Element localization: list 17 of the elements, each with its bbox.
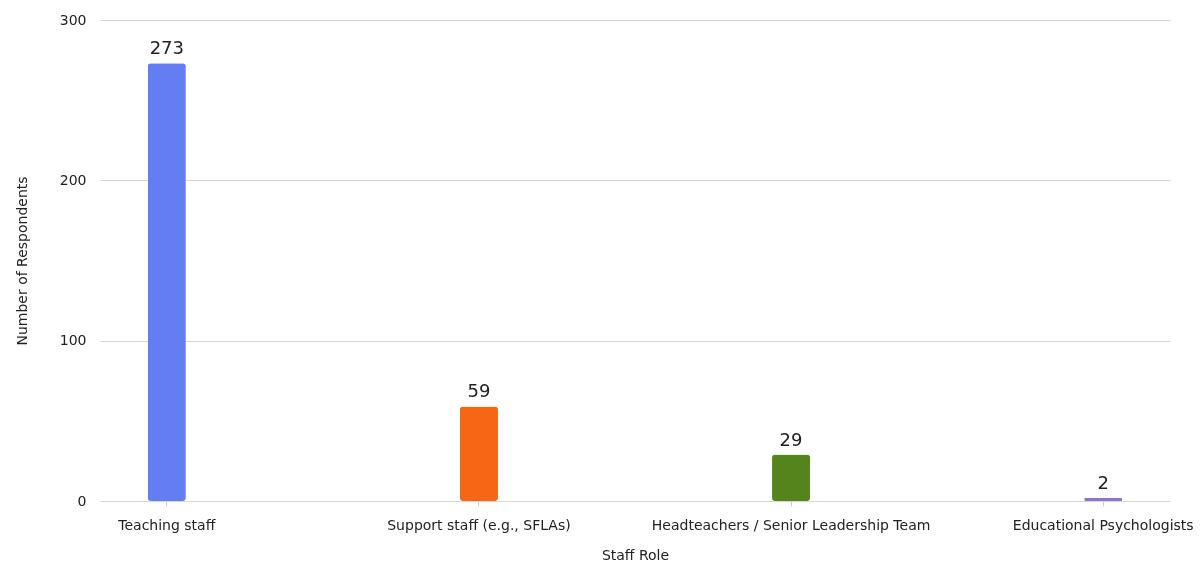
bar <box>772 454 811 501</box>
x-tick-label: Educational Psychologists <box>1012 516 1194 533</box>
y-tick-label: 0 <box>77 492 87 509</box>
data-label: 29 <box>779 428 803 450</box>
y-tick-label: 100 <box>59 332 87 349</box>
y-axis-title: Number of Respondents <box>13 176 30 346</box>
data-label: 59 <box>467 380 491 402</box>
x-tick-label: Headteachers / Senior Leadership Team <box>651 516 931 533</box>
bar <box>459 406 498 501</box>
x-tick-label: Teaching staff <box>117 516 216 533</box>
x-tick-label: Support staff (e.g., SFLAs) <box>387 516 571 533</box>
x-axis-title: Staff Role <box>601 546 670 563</box>
y-tick-label: 300 <box>59 11 87 28</box>
data-label: 273 <box>149 37 184 59</box>
y-tick-label: 200 <box>59 171 87 188</box>
bar <box>147 63 186 501</box>
data-label: 2 <box>1097 471 1109 493</box>
